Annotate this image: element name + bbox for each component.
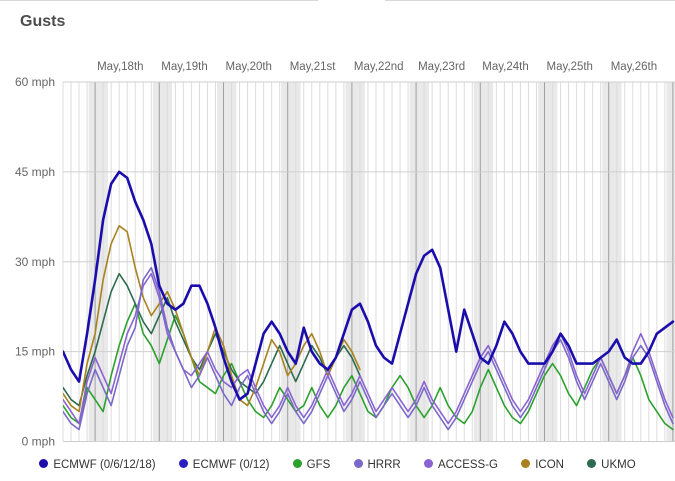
svg-text:May,21st: May,21st <box>290 61 337 73</box>
svg-text:15 mph: 15 mph <box>15 345 55 359</box>
svg-text:45 mph: 45 mph <box>15 165 55 179</box>
svg-text:May,23rd: May,23rd <box>418 61 465 73</box>
svg-text:May,22nd: May,22nd <box>354 61 404 73</box>
svg-text:May,18th: May,18th <box>97 61 143 73</box>
svg-text:30 mph: 30 mph <box>15 255 55 269</box>
svg-text:60 mph: 60 mph <box>15 75 55 89</box>
svg-text:May,26th: May,26th <box>611 61 657 73</box>
svg-text:May,24th: May,24th <box>482 61 528 73</box>
svg-text:0 mph: 0 mph <box>22 435 55 449</box>
svg-text:May,19th: May,19th <box>161 61 207 73</box>
svg-text:May,25th: May,25th <box>547 61 593 73</box>
svg-text:May,20th: May,20th <box>226 61 272 73</box>
